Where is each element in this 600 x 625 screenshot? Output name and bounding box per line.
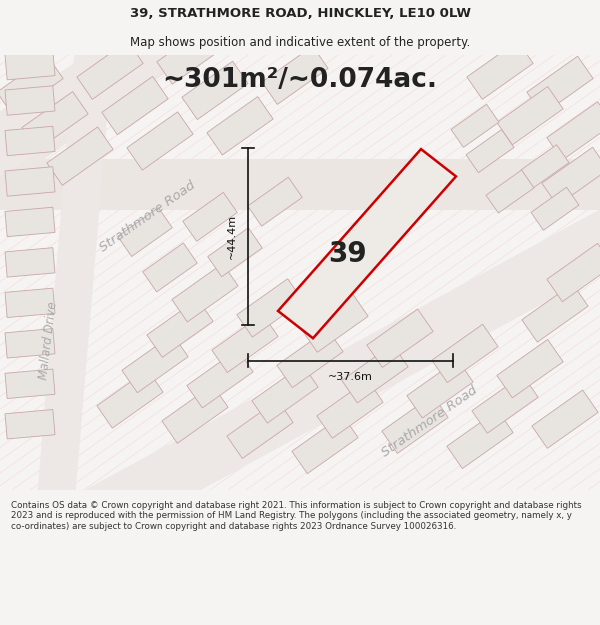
Text: ~44.4m: ~44.4m: [227, 214, 237, 259]
Bar: [147, 299, 213, 358]
Text: 39: 39: [328, 240, 367, 268]
Bar: [532, 390, 598, 448]
Text: Strathmore Road: Strathmore Road: [380, 383, 480, 459]
Bar: [22, 92, 88, 150]
Bar: [252, 365, 318, 423]
Bar: [317, 380, 383, 438]
Bar: [342, 344, 408, 403]
Bar: [172, 264, 238, 322]
Bar: [162, 385, 228, 443]
Bar: [451, 104, 499, 148]
Bar: [102, 76, 168, 135]
Bar: [127, 112, 193, 170]
Bar: [521, 145, 569, 188]
Bar: [5, 86, 55, 115]
Bar: [5, 208, 55, 237]
Bar: [542, 148, 600, 206]
Bar: [497, 339, 563, 398]
Bar: [5, 167, 55, 196]
Bar: [212, 314, 278, 372]
Text: Map shows position and indicative extent of the property.: Map shows position and indicative extent…: [130, 36, 470, 49]
Bar: [407, 359, 473, 418]
Bar: [0, 159, 600, 210]
Bar: [77, 41, 143, 99]
Bar: [183, 192, 237, 241]
Bar: [262, 46, 328, 104]
Bar: [0, 56, 63, 114]
Text: ~301m²/~0.074ac.: ~301m²/~0.074ac.: [163, 68, 437, 93]
Bar: [522, 284, 588, 342]
Bar: [157, 26, 223, 84]
Bar: [447, 410, 513, 469]
Bar: [466, 129, 514, 173]
Bar: [207, 97, 273, 155]
Bar: [527, 56, 593, 114]
Bar: [227, 400, 293, 459]
Bar: [277, 329, 343, 388]
Bar: [248, 177, 302, 226]
Text: Strathmore Road: Strathmore Road: [98, 179, 198, 255]
Bar: [47, 127, 113, 186]
Bar: [486, 170, 534, 213]
Bar: [497, 86, 563, 145]
Bar: [143, 243, 197, 292]
Bar: [367, 309, 433, 368]
Bar: [5, 409, 55, 439]
Bar: [37, 162, 600, 565]
Bar: [5, 126, 55, 156]
Text: Mallard Drive: Mallard Drive: [37, 301, 59, 380]
Bar: [237, 279, 303, 337]
Bar: [547, 243, 600, 302]
Bar: [182, 61, 248, 119]
Bar: [97, 370, 163, 428]
Bar: [531, 188, 579, 230]
Bar: [5, 369, 55, 399]
Bar: [118, 208, 172, 256]
Bar: [467, 41, 533, 99]
Text: ~37.6m: ~37.6m: [328, 372, 373, 382]
Polygon shape: [278, 149, 456, 338]
Bar: [432, 324, 498, 382]
Bar: [122, 334, 188, 392]
Bar: [187, 349, 253, 408]
Bar: [472, 375, 538, 433]
Bar: [5, 329, 55, 358]
Bar: [5, 51, 55, 80]
Bar: [382, 395, 448, 453]
Bar: [208, 228, 262, 277]
Bar: [547, 102, 600, 160]
Text: Contains OS data © Crown copyright and database right 2021. This information is : Contains OS data © Crown copyright and d…: [11, 501, 581, 531]
Bar: [5, 288, 55, 318]
Bar: [5, 248, 55, 277]
Bar: [292, 415, 358, 474]
Bar: [302, 294, 368, 352]
Bar: [36, 33, 114, 512]
Bar: [0, 0, 600, 251]
Bar: [0, 0, 515, 200]
Text: 39, STRATHMORE ROAD, HINCKLEY, LE10 0LW: 39, STRATHMORE ROAD, HINCKLEY, LE10 0LW: [130, 8, 470, 20]
